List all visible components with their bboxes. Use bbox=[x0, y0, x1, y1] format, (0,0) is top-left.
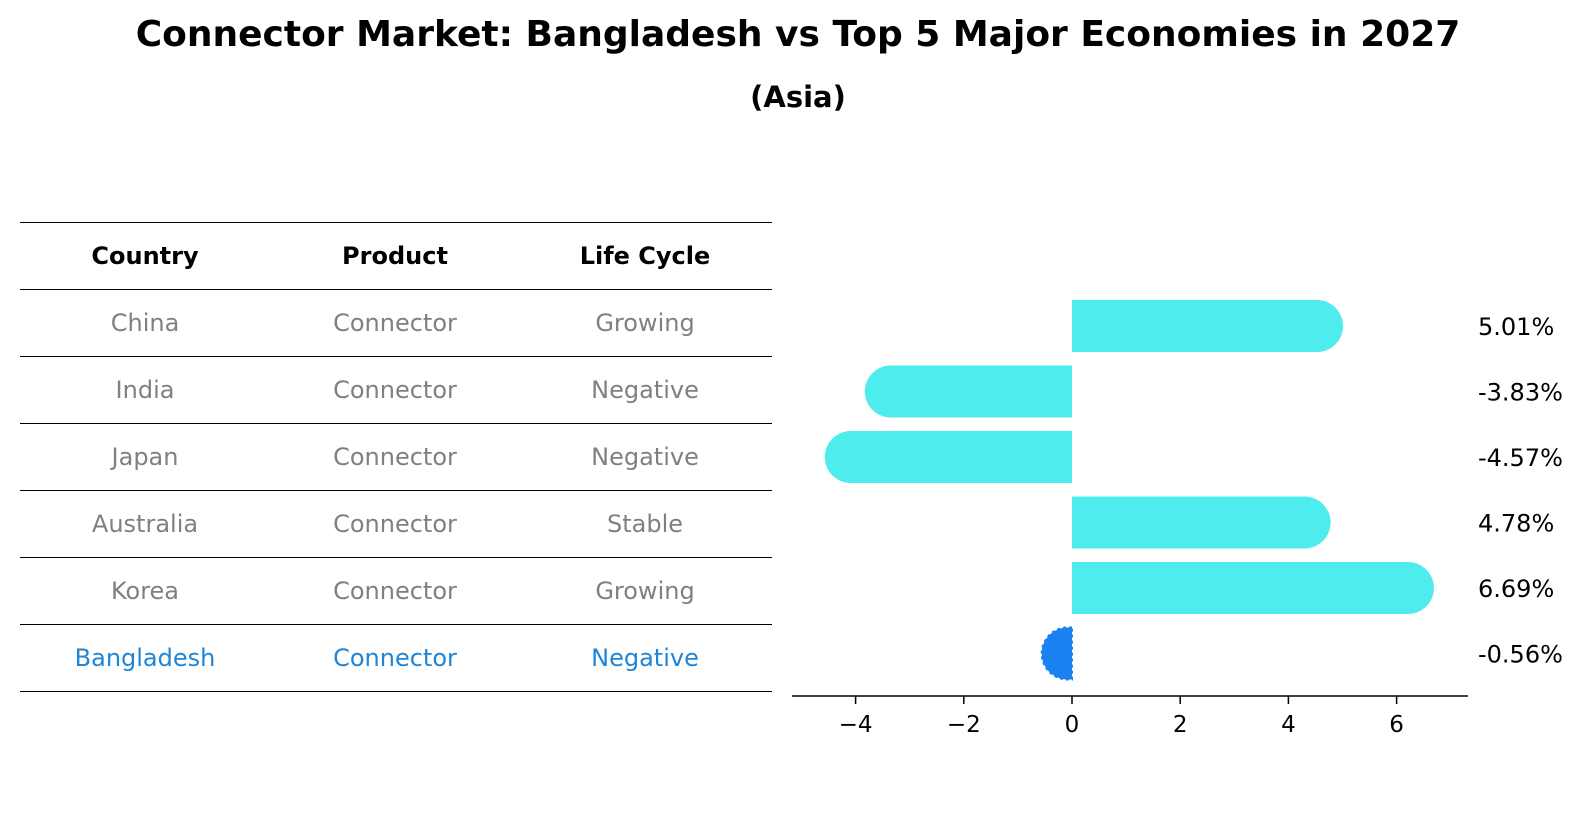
bar-shape bbox=[824, 431, 1072, 483]
table-row: Japan Connector Negative bbox=[20, 423, 772, 490]
chart-title: Connector Market: Bangladesh vs Top 5 Ma… bbox=[135, 14, 1461, 55]
life-cycle-cell: Growing bbox=[595, 577, 695, 605]
value-label: 6.69% bbox=[1478, 575, 1554, 603]
product-cell: Connector bbox=[333, 443, 457, 471]
x-tick-label: 6 bbox=[1389, 712, 1404, 738]
value-label: -0.56% bbox=[1478, 641, 1563, 669]
data-table: Country Product Life Cycle China Connect… bbox=[20, 222, 772, 692]
country-cell: China bbox=[110, 309, 180, 337]
country-cell: India bbox=[115, 376, 175, 404]
value-label: -3.83% bbox=[1478, 379, 1563, 407]
bar-japan bbox=[824, 431, 1072, 483]
bar-shape bbox=[1040, 626, 1073, 681]
life-cycle-cell: Negative bbox=[591, 443, 699, 471]
x-ticks-group: −4 −2 0 2 4 6 bbox=[839, 696, 1404, 738]
value-label: -4.57% bbox=[1478, 444, 1563, 472]
life-cycle-cell: Stable bbox=[606, 510, 684, 538]
table-row: Korea Connector Growing bbox=[20, 557, 772, 624]
table-row: Australia Connector Stable bbox=[20, 490, 772, 557]
product-cell: Connector bbox=[333, 577, 457, 605]
country-cell: Japan bbox=[111, 443, 179, 471]
product-cell: Connector bbox=[333, 510, 457, 538]
value-label: 5.01% bbox=[1478, 313, 1554, 341]
country-cell: Bangladesh bbox=[74, 644, 216, 672]
x-tick-label: −2 bbox=[947, 712, 981, 738]
product-cell: Connector bbox=[333, 644, 457, 672]
header-country: Country bbox=[91, 242, 199, 270]
bars-group bbox=[824, 300, 1434, 681]
bar-shape bbox=[1072, 496, 1331, 549]
bar-bangladesh bbox=[1040, 626, 1073, 681]
chart-subtitle: (Asia) bbox=[750, 80, 846, 114]
bar-shape bbox=[1072, 562, 1434, 614]
header-life-cycle: Life Cycle bbox=[579, 242, 711, 270]
bar-china bbox=[1072, 300, 1344, 352]
x-tick-label: −4 bbox=[839, 712, 873, 738]
bar-shape bbox=[864, 365, 1072, 418]
table-header-row: Country Product Life Cycle bbox=[20, 222, 772, 289]
bar-australia bbox=[1072, 496, 1331, 549]
table-row: China Connector Growing bbox=[20, 289, 772, 356]
x-tick-label: 0 bbox=[1065, 712, 1080, 738]
bar-korea bbox=[1072, 562, 1434, 614]
table-row-highlight: Bangladesh Connector Negative bbox=[20, 624, 772, 692]
x-tick-label: 2 bbox=[1173, 712, 1188, 738]
life-cycle-cell: Negative bbox=[591, 376, 699, 404]
product-cell: Connector bbox=[333, 309, 457, 337]
country-cell: Australia bbox=[91, 510, 199, 538]
value-label: 4.78% bbox=[1478, 510, 1554, 538]
country-cell: Korea bbox=[110, 577, 180, 605]
value-labels-group: 5.01% -3.83% -4.57% 4.78% 6.69% -0.56% bbox=[1478, 313, 1563, 669]
header-product: Product bbox=[342, 242, 448, 270]
x-tick-label: 4 bbox=[1281, 712, 1296, 738]
life-cycle-cell: Negative bbox=[591, 644, 699, 672]
bar-india bbox=[864, 365, 1072, 418]
table-row: India Connector Negative bbox=[20, 356, 772, 423]
bar-shape bbox=[1072, 300, 1344, 352]
life-cycle-cell: Growing bbox=[595, 309, 695, 337]
product-cell: Connector bbox=[333, 376, 457, 404]
